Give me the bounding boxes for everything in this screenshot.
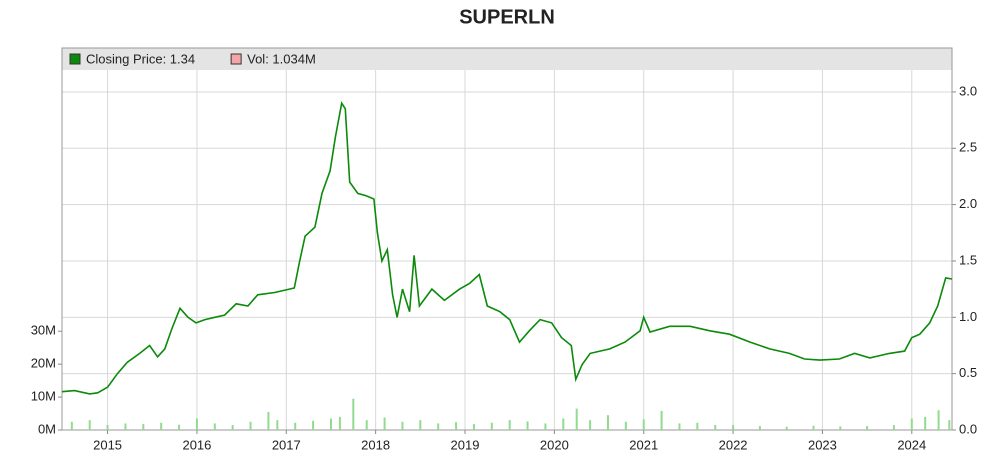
y-tick-label: 0.5 [959,365,977,380]
volume-bar [678,423,681,430]
price-line [61,101,953,395]
volume-bar [106,425,109,430]
plot-border [61,47,953,431]
volume-bar [352,398,355,430]
volume-bar [383,417,386,430]
volume-bar [924,416,927,430]
y-tick-label: 3.0 [959,83,977,98]
volume-bar [365,420,368,430]
volume-bar [312,420,315,430]
chart-title: SUPERLN [459,6,555,28]
volume-bar [70,421,73,430]
volume-bar [231,425,234,430]
volume-bar [401,421,404,430]
volume-bar [267,411,270,430]
y-tick-label: 1.0 [959,309,977,324]
volume-bar [437,423,440,430]
volume-bar [892,425,895,430]
volume-bar [526,421,529,430]
volume-bar [866,426,869,430]
volume-bar [455,422,458,430]
volume-bar [88,420,91,430]
volume-bar [294,422,297,430]
y-tick-label: 1.5 [959,252,977,267]
legend-swatch [230,53,242,65]
volume-bar [696,422,699,430]
volume-bar [785,426,788,430]
volume-bar [142,424,145,430]
volume-bar [589,420,592,430]
volume-bar [419,420,422,430]
volume-bar [937,410,940,430]
volume-bar [472,424,475,430]
y2-tick-label: 10M [31,389,56,404]
volume-bar [338,416,341,430]
volume-bar [490,422,493,430]
x-tick-label: 2021 [629,437,658,452]
volume-bar [195,418,198,430]
legend-label: Closing Price: 1.34 [86,51,195,66]
x-tick-label: 2022 [719,437,748,452]
volume-bar [660,410,663,430]
volume-bar [124,423,127,430]
legend-swatch [69,53,81,65]
x-tick-label: 2017 [272,437,301,452]
legend-label: Vol: 1.034M [247,51,316,66]
volume-bar [714,425,717,430]
volume-bar [562,418,565,430]
y-tick-label: 0.0 [959,421,977,436]
volume-bar [178,424,181,430]
volume-bar [508,420,511,430]
volume-bar [642,419,645,430]
volume-bar [839,426,842,430]
x-tick-label: 2020 [540,437,569,452]
volume-bar [160,422,163,430]
volume-bar [329,418,332,430]
legend-band [62,48,952,70]
x-tick-label: 2016 [182,437,211,452]
volume-bar [624,421,627,430]
y2-tick-label: 0M [38,421,56,436]
y2-tick-label: 30M [31,323,56,338]
x-tick-label: 2019 [451,437,480,452]
x-tick-label: 2024 [897,437,926,452]
volume-bar [276,420,279,430]
volume-bar [606,415,609,430]
volume-bar [249,421,252,430]
volume-bar [812,425,815,430]
volume-bar [732,425,735,430]
volume-bar [758,426,761,430]
x-tick-label: 2023 [808,437,837,452]
y-tick-label: 2.5 [959,140,977,155]
volume-bar [544,423,547,430]
y-tick-label: 2.0 [959,196,977,211]
volume-bar [213,423,216,430]
volume-bar [910,418,913,430]
volume-bar [948,420,951,430]
volume-bar [575,408,578,430]
x-tick-label: 2018 [361,437,390,452]
y2-tick-label: 20M [31,356,56,371]
x-tick-label: 2015 [93,437,122,452]
